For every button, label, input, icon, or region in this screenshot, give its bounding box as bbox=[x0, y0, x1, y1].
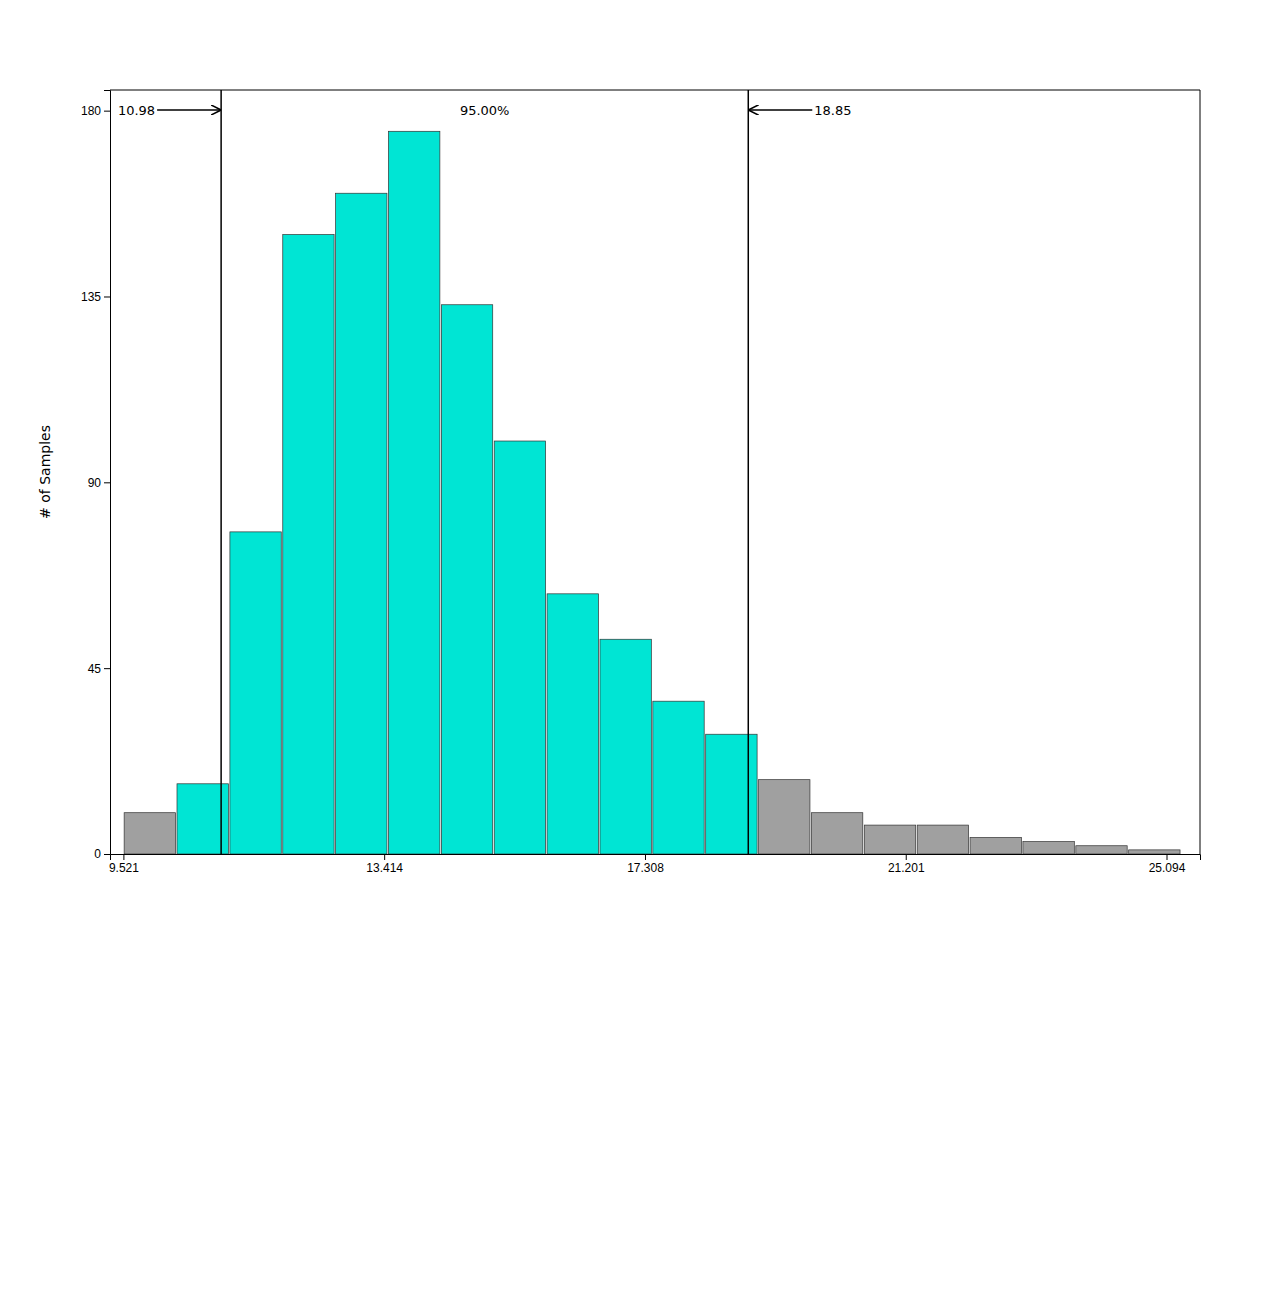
x-tick-label: 25.094 bbox=[1149, 861, 1186, 875]
y-tick: 135 bbox=[81, 290, 110, 304]
reference-line bbox=[748, 90, 750, 854]
histogram-bar bbox=[547, 594, 598, 854]
y-tick-mark bbox=[104, 854, 110, 855]
histogram-bar bbox=[336, 193, 387, 854]
plot-frame-right bbox=[1200, 90, 1201, 854]
x-tick-mark bbox=[906, 854, 907, 860]
histogram-bar bbox=[600, 639, 651, 854]
y-tick-label: 90 bbox=[88, 476, 102, 490]
y-tick-label: 180 bbox=[81, 104, 101, 118]
histogram-bar bbox=[1129, 850, 1180, 854]
y-tick-mark bbox=[104, 668, 110, 669]
histogram-bar bbox=[283, 235, 334, 854]
plot-frame-top bbox=[110, 90, 1200, 91]
x-tick: 9.521 bbox=[109, 854, 139, 875]
y-tick-mark bbox=[104, 482, 110, 483]
annotations: 10.98 18.85 95.00% bbox=[118, 103, 852, 118]
chart: 9.521 13.414 17.308 21.201 25.094 0 45 90 135 180… bbox=[0, 0, 1280, 1314]
histogram-bar bbox=[759, 780, 810, 854]
y-tick-mark bbox=[104, 296, 110, 297]
x-tick-label: 21.201 bbox=[888, 861, 925, 875]
x-tick: 25.094 bbox=[1149, 854, 1186, 875]
x-tick-label: 17.308 bbox=[627, 861, 664, 875]
bars bbox=[124, 90, 1180, 854]
histogram-bar bbox=[1023, 842, 1074, 854]
x-tick-mark bbox=[384, 854, 385, 860]
histogram-bar bbox=[124, 813, 175, 854]
histogram-bar bbox=[494, 441, 545, 854]
annotation-arrow bbox=[157, 109, 221, 110]
y-tick-label: 135 bbox=[81, 290, 101, 304]
x-tick-mark bbox=[645, 854, 646, 860]
reference-line bbox=[220, 90, 222, 854]
plot: 9.521 13.414 17.308 21.201 25.094 0 45 90 135 180… bbox=[37, 90, 1201, 875]
x-tick: 17.308 bbox=[627, 854, 664, 875]
histogram-bar bbox=[706, 734, 757, 854]
x-axis: 9.521 13.414 17.308 21.201 25.094 bbox=[109, 854, 1201, 875]
y-axis-line bbox=[104, 91, 111, 855]
y-tick-label: 0 bbox=[94, 847, 101, 861]
histogram-bar bbox=[653, 701, 704, 854]
x-tick-label: 9.521 bbox=[109, 861, 139, 875]
x-tick: 13.414 bbox=[366, 854, 403, 875]
x-tick: 21.201 bbox=[888, 854, 925, 875]
histogram-bar bbox=[811, 813, 862, 854]
y-tick: 0 bbox=[94, 847, 110, 861]
interval-label: 95.00% bbox=[460, 103, 510, 118]
histogram-bar bbox=[230, 532, 281, 854]
annotation-arrow bbox=[748, 109, 812, 110]
x-tick-mark bbox=[1167, 854, 1168, 860]
histogram-bar bbox=[388, 131, 439, 854]
histogram-bar bbox=[970, 837, 1021, 854]
histogram-bar bbox=[917, 825, 968, 854]
x-tick-label: 13.414 bbox=[366, 861, 403, 875]
histogram-bar bbox=[1076, 846, 1127, 854]
y-tick-mark bbox=[104, 111, 110, 112]
y-tick: 180 bbox=[81, 104, 110, 118]
y-axis: 0 45 90 135 180 bbox=[81, 91, 111, 862]
y-axis-label: # of Samples bbox=[37, 425, 53, 519]
x-tick-mark bbox=[123, 854, 124, 860]
histogram-bar bbox=[441, 305, 492, 854]
y-tick-label: 45 bbox=[88, 662, 102, 676]
x-axis-line bbox=[111, 855, 1201, 861]
y-tick: 45 bbox=[88, 662, 110, 676]
reference-line-label: 18.85 bbox=[814, 103, 851, 118]
y-tick: 90 bbox=[88, 476, 110, 490]
reference-line-label: 10.98 bbox=[118, 103, 155, 118]
histogram-bar bbox=[864, 825, 915, 854]
